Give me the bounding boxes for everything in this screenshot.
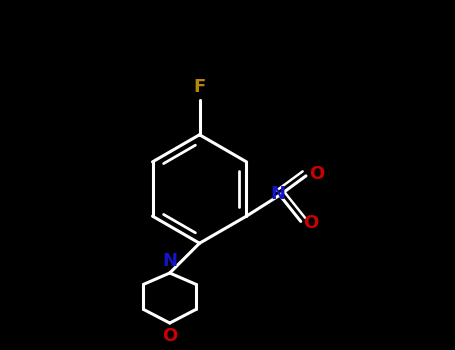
Text: N: N [270, 186, 285, 203]
Text: O: O [303, 214, 319, 232]
Text: N: N [162, 252, 177, 270]
Text: F: F [193, 78, 206, 96]
Text: O: O [162, 327, 177, 344]
Text: O: O [309, 166, 324, 183]
